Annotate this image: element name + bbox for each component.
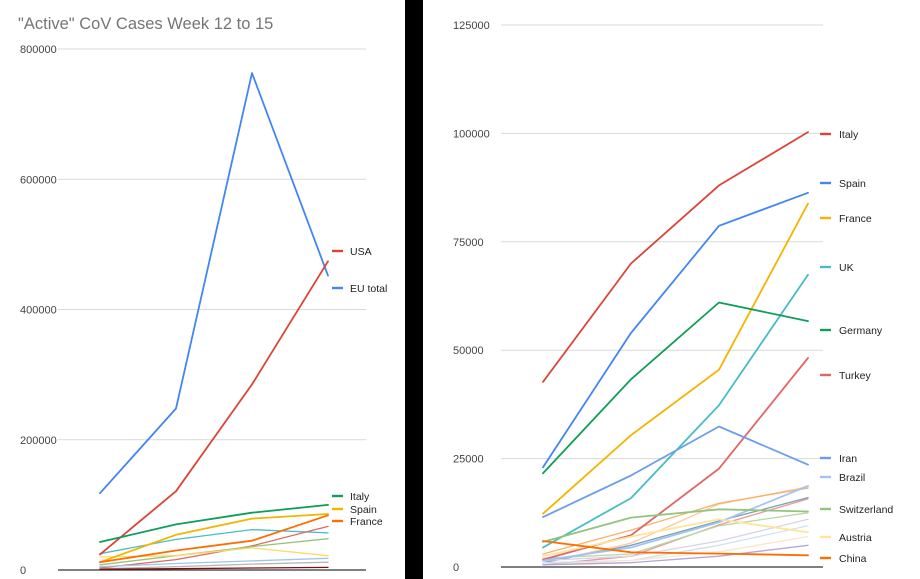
series-line-china: [542, 540, 809, 557]
series-line-unlabeled: [99, 566, 329, 570]
series-line-france: [542, 202, 809, 515]
y-tick-label: 25000: [453, 454, 484, 466]
chart-title: "Active" CoV Cases Week 12 to 15: [18, 15, 273, 33]
legend-label-france: France: [350, 516, 383, 528]
y-tick-label: 125000: [453, 20, 490, 32]
legend-label-usa: USA: [350, 246, 372, 258]
series-line-brazil: [542, 484, 809, 562]
legend-label-eu-total: EU total: [350, 283, 387, 295]
chart-left: "Active" CoV Cases Week 12 to 15 0 200000…: [18, 15, 387, 577]
series-line-spain: [542, 191, 809, 469]
series-line-italy: [542, 131, 809, 383]
legend-label-china: China: [839, 553, 867, 565]
y-tick-label: 600000: [20, 174, 57, 186]
y-tick-label: 200000: [20, 435, 57, 447]
legend-label-italy: Italy: [350, 491, 370, 503]
series-line-uk: [542, 273, 809, 549]
series-line-unlabeled: [542, 544, 809, 566]
y-tick-label: 800000: [20, 44, 57, 56]
legend-label-austria: Austria: [839, 532, 872, 544]
y-tick-label: 0: [20, 565, 26, 577]
series-line-france: [99, 514, 329, 564]
y-tick-label: 400000: [20, 305, 57, 317]
legend-label-spain: Spain: [839, 178, 866, 190]
legend-label-germany: Germany: [839, 325, 883, 337]
legend-label-switzerland: Switzerland: [839, 504, 893, 516]
chart-right: 0 25000 50000 75000 100000 125000 Italy Spain Fr…: [453, 20, 893, 574]
legend-label-spain: Spain: [350, 504, 377, 516]
series-line-unlabeled: [542, 535, 809, 566]
series-line-iran: [542, 425, 809, 518]
legend-label-uk: UK: [839, 262, 854, 274]
series-line-germany: [542, 301, 809, 475]
y-tick-label: 50000: [453, 345, 484, 357]
legend-label-italy: Italy: [839, 129, 859, 141]
divider-bar: [405, 0, 423, 579]
y-tick-label: 75000: [453, 237, 484, 249]
series-line-unlabeled: [99, 561, 329, 570]
series-line-usa: [99, 260, 329, 556]
y-tick-label: 0: [453, 562, 459, 574]
series-line-eu-total: [99, 72, 329, 495]
legend-label-france: France: [839, 213, 872, 225]
series-line-unlabeled: [542, 487, 809, 555]
legend-label-brazil: Brazil: [839, 472, 865, 484]
series-line-unlabeled: [99, 525, 329, 569]
series-line-unlabeled: [99, 557, 329, 568]
legend-label-iran: Iran: [839, 453, 857, 465]
series-line-italy: [99, 503, 329, 543]
y-tick-label: 100000: [453, 128, 490, 140]
series-line-unlabeled: [542, 518, 809, 562]
legend-label-turkey: Turkey: [839, 370, 871, 382]
series-line-spain: [99, 513, 329, 564]
series-line-unlabeled: [99, 528, 329, 555]
series-line-switzerland: [542, 508, 809, 543]
series-line-unlabeled: [542, 512, 809, 559]
